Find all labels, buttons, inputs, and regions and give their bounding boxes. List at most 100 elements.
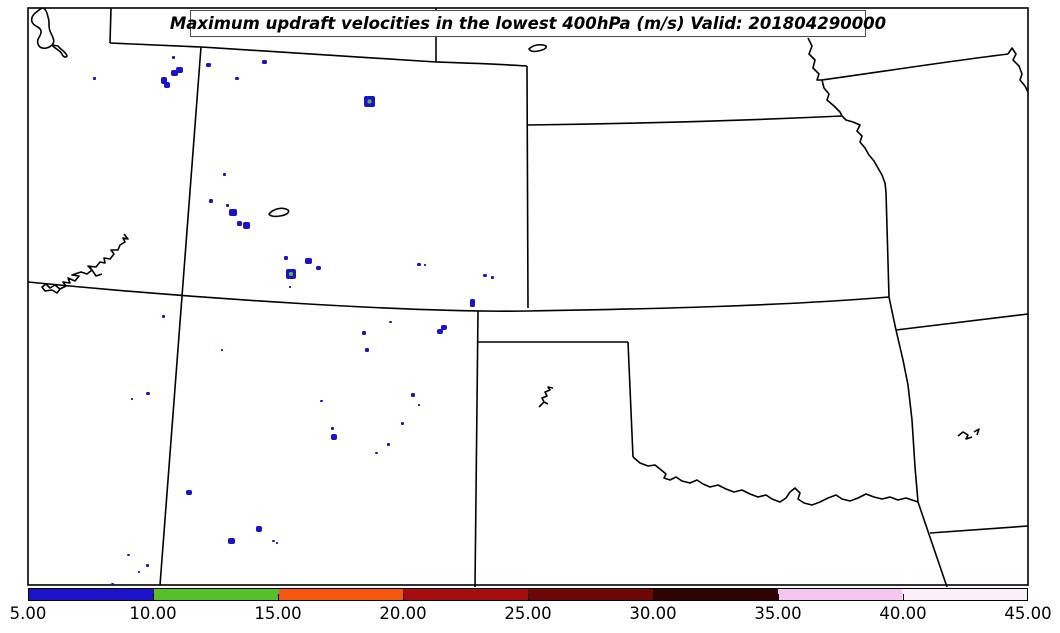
red-river-oklahoma-texas — [632, 456, 919, 506]
border-iowa-missouri — [821, 53, 1009, 81]
border-41n-wy-co-ne — [109, 42, 528, 67]
map-frame — [27, 7, 1029, 586]
lake-mcconaughy — [528, 43, 547, 53]
border-texas-oklahoma-100w — [627, 341, 634, 458]
updraft-cell — [375, 452, 378, 454]
updraft-cell — [320, 400, 323, 402]
updraft-cell — [417, 263, 421, 266]
updraft-cell — [387, 443, 390, 446]
updraft-cell — [209, 199, 213, 203]
lake-meredith — [538, 386, 554, 408]
updraft-cell — [411, 393, 415, 397]
updraft-cell — [111, 583, 114, 586]
updraft-cell — [305, 258, 312, 264]
colorbar-label: 35.00 — [754, 604, 802, 623]
updraft-cell — [146, 392, 150, 395]
updraft-cell — [289, 286, 291, 288]
colorbar-label: 25.00 — [504, 604, 552, 623]
arkansas-lakes — [957, 428, 980, 440]
updraft-cell — [437, 329, 443, 334]
colorbar-label: 30.00 — [629, 604, 677, 623]
updraft-cell — [237, 221, 242, 226]
updraft-cell — [172, 56, 175, 59]
colorbar-tick — [903, 594, 905, 601]
border-40n-kansas-nebraska — [527, 115, 843, 126]
updraft-cell — [389, 321, 392, 323]
updraft-cell — [470, 299, 475, 307]
updraft-cell — [127, 554, 130, 556]
updraft-cell — [365, 348, 369, 352]
colorbar-segment-25-30 — [528, 589, 653, 600]
border-arkansas-louisiana-33n — [929, 525, 1029, 534]
colorbar-label: 20.00 — [379, 604, 427, 623]
updraft-cell — [206, 63, 211, 67]
updraft-cell — [228, 538, 235, 544]
border-37n — [27, 281, 890, 312]
updraft-cell — [223, 173, 226, 176]
updraft-cell — [362, 331, 366, 335]
great-salt-lake — [30, 7, 68, 58]
updraft-cell — [146, 564, 149, 567]
updraft-cell — [331, 434, 337, 440]
colorbar-label: 5.00 — [9, 604, 47, 623]
updraft-cell — [256, 526, 262, 532]
border-missouri-arkansas-365n — [895, 313, 1029, 331]
colorbar-segment-10-15 — [153, 589, 279, 600]
updraft-cell — [131, 398, 133, 400]
colorbar-tick — [778, 594, 780, 601]
updraft-cell — [276, 542, 278, 544]
border-utah-wyoming-111w — [109, 7, 112, 44]
updraft-cell — [162, 315, 165, 318]
colorbar-segment-15-20 — [278, 589, 404, 600]
plot-title: Maximum updraft velocities in the lowest… — [170, 10, 886, 37]
border-newmexico-texas-103w — [474, 310, 479, 588]
updraft-cell — [441, 325, 447, 330]
colorbar-segment-35-40 — [777, 589, 903, 600]
updraft-cell — [243, 222, 250, 229]
updraft-cell — [226, 204, 229, 207]
colorbar-tick — [278, 594, 280, 601]
border-colorado-east-102w — [526, 65, 529, 309]
updraft-cell — [284, 256, 288, 260]
colorbar-segment-40-45 — [902, 589, 1027, 600]
updraft-cell-core — [289, 272, 293, 276]
updraft-cell — [229, 209, 237, 216]
updraft-cell — [316, 266, 321, 270]
colorbar-tick — [403, 594, 405, 601]
updraft-cell — [235, 77, 239, 80]
border-texas-arkansas — [917, 501, 948, 588]
updraft-cell — [262, 60, 267, 64]
updraft-cell — [176, 67, 183, 73]
updraft-cell — [138, 571, 140, 573]
missouri-river-nebraska-iowa — [807, 37, 887, 193]
updraft-cell — [186, 490, 192, 495]
colorbar-segment-30-35 — [652, 589, 778, 600]
updraft-cell — [401, 422, 404, 425]
updraft-cell — [331, 427, 334, 430]
border-kansas-missouri-94w — [885, 191, 919, 503]
updraft-cell — [164, 82, 170, 88]
lake-powell — [41, 233, 129, 294]
colorbar-label: 45.00 — [1004, 604, 1052, 623]
colorbar-label: 40.00 — [879, 604, 927, 623]
updraft-cell-core — [367, 99, 372, 104]
des-moines-river — [1007, 47, 1029, 93]
colorbar-tick — [153, 594, 155, 601]
border-colorado-newmexico-west-109w — [159, 46, 202, 586]
updraft-cell — [272, 540, 275, 542]
colorbar-segment-20-25 — [403, 589, 528, 600]
updraft-cell — [483, 274, 487, 277]
colorado-reservoir — [268, 207, 290, 218]
colorbar-label: 10.00 — [129, 604, 177, 623]
colorbar-tick — [653, 594, 655, 601]
updraft-cell — [221, 349, 223, 351]
colorbar-tick — [528, 594, 530, 601]
updraft-cell — [93, 77, 96, 80]
updraft-cell — [491, 276, 494, 279]
updraft-cell — [418, 404, 420, 406]
colorbar-label: 15.00 — [254, 604, 302, 623]
colorbar-segment-5-10 — [29, 589, 154, 600]
updraft-cell — [424, 264, 426, 266]
